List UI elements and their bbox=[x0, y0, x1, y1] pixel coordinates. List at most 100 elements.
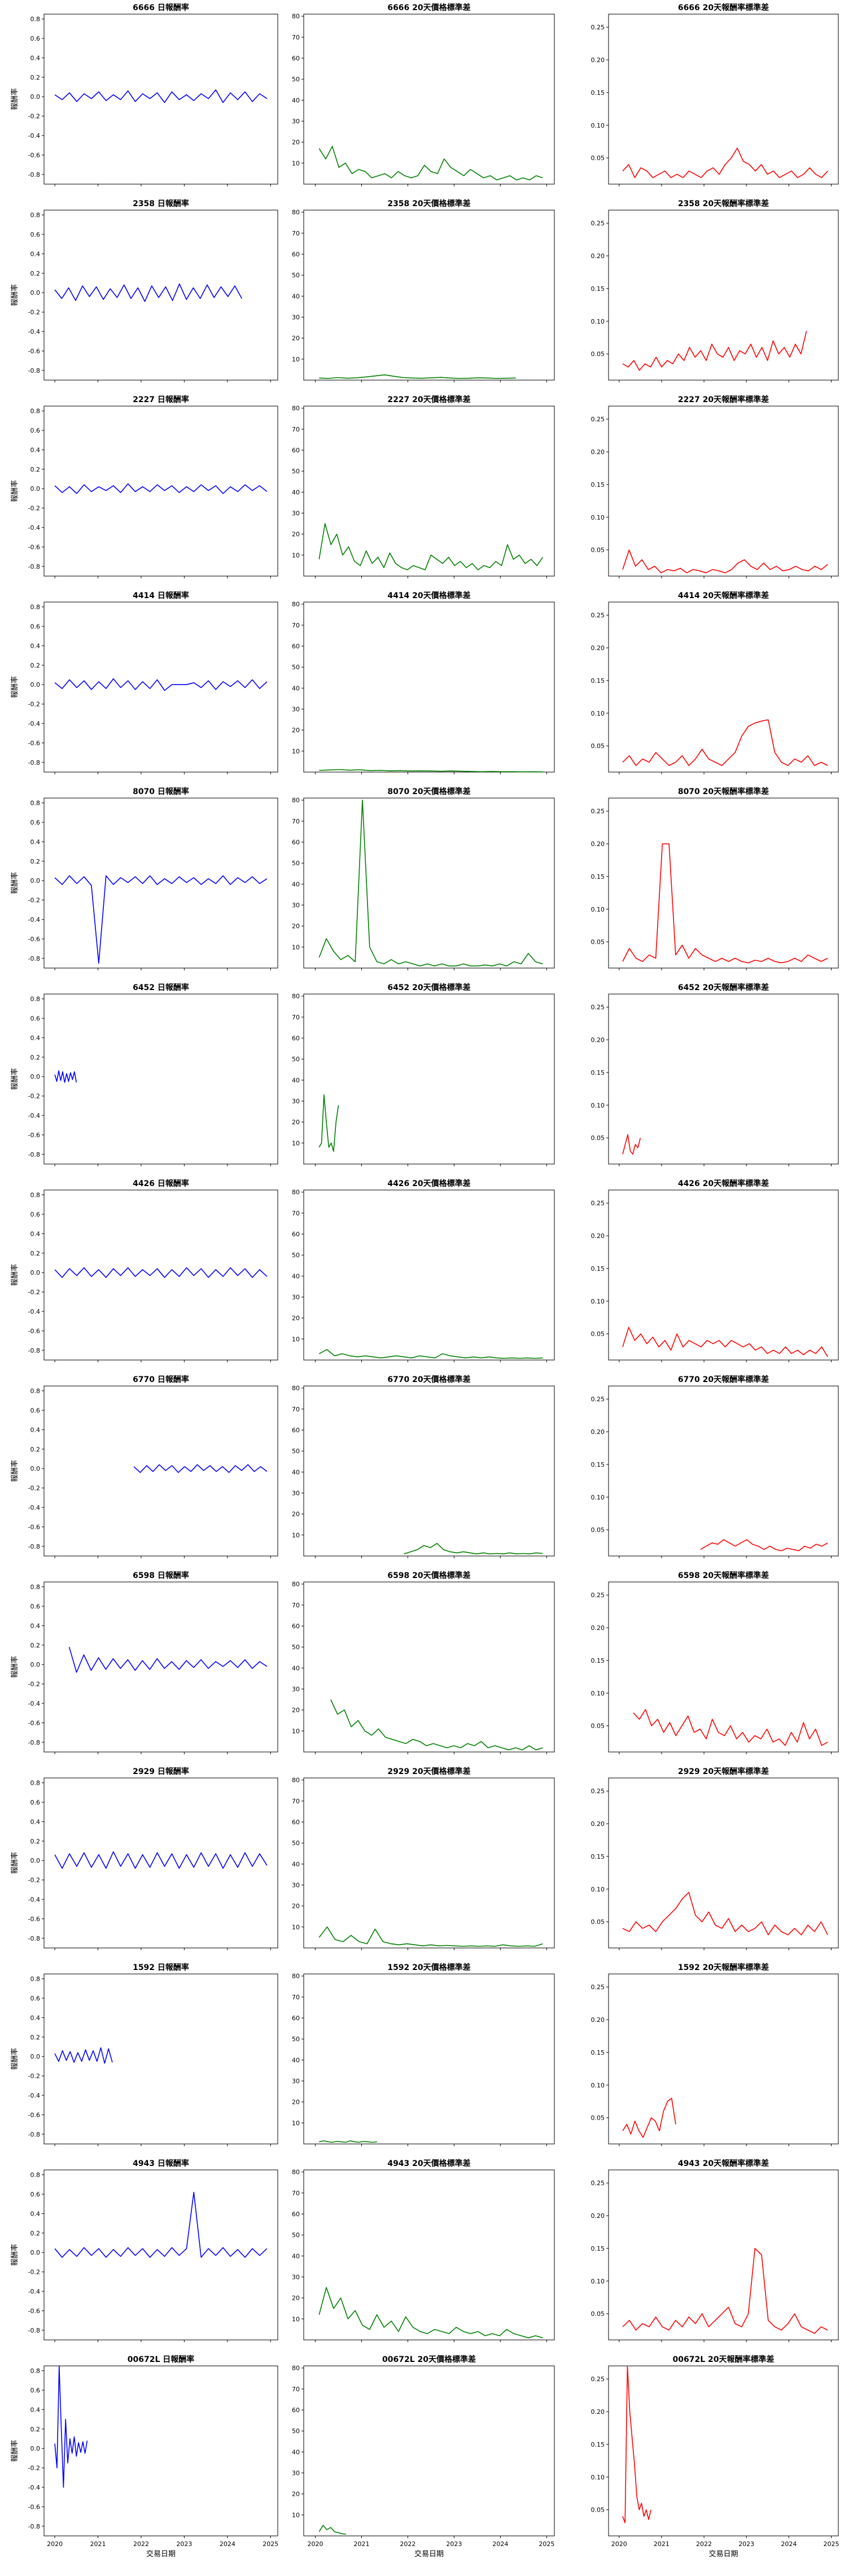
chart-6598-pstd-ytick-label: 20 bbox=[292, 1707, 300, 1714]
chart-4943-ret-ytick-label: -0.4 bbox=[28, 2288, 40, 2295]
chart-4414-ret: 4414 日報酬率 -0.8 -0.6 -0.4 -0.2 0.0 0.2 0.4 0.6 0.8… bbox=[10, 591, 278, 774]
chart-2929-rstd-ytick-label: 0.10 bbox=[591, 1886, 605, 1893]
chart-8070-ret: 8070 日報酬率 -0.8 -0.6 -0.4 -0.2 0.0 0.2 0.4 0.6 0.8… bbox=[10, 787, 278, 970]
chart-1592-rstd-ytick-label: 0.20 bbox=[591, 2016, 605, 2024]
chart-2227-rstd-ytick-label: 0.20 bbox=[591, 448, 605, 456]
chart-6598-pstd-ytick-label: 30 bbox=[292, 1686, 300, 1693]
chart-2227-ret-ylabel: 報酬率 bbox=[10, 480, 19, 502]
chart-6598-ret-ytick-label: -0.2 bbox=[28, 1681, 40, 1688]
chart-6770-rstd-title: 6770 20天報酬率標準差 bbox=[678, 1375, 769, 1384]
chart-6770-rstd: 6770 20天報酬率標準差 0.05 0.10 0.15 0.20 0.25 bbox=[591, 1375, 839, 1558]
chart-1592-rstd-series-line bbox=[622, 2098, 676, 2138]
chart-00672L-pstd-ytick-label: 10 bbox=[292, 2512, 300, 2519]
chart-8070-rstd-ytick-label: 0.20 bbox=[591, 840, 605, 848]
chart-00672L-ret-ylabel: 報酬率 bbox=[10, 2440, 19, 2462]
chart-6770-rstd-ytick-label: 0.25 bbox=[591, 1396, 605, 1403]
chart-00672L-rstd-xtick-label: 2021 bbox=[654, 2540, 670, 2548]
chart-6452-rstd-ytick-label: 0.20 bbox=[591, 1036, 605, 1044]
chart-2929-pstd-ytick-label: 40 bbox=[292, 1860, 300, 1868]
chart-4943-pstd-ytick-label: 10 bbox=[292, 2316, 300, 2323]
chart-6770-ret: 6770 日報酬率 -0.8 -0.6 -0.4 -0.2 0.0 0.2 0.4 0.6 0.8… bbox=[10, 1375, 278, 1558]
chart-4426-ret-ytick-label: 0.0 bbox=[30, 1269, 41, 1276]
chart-00672L-rstd-ytick-label: 0.20 bbox=[591, 2408, 605, 2416]
chart-2358-rstd-ytick-label: 0.15 bbox=[591, 285, 605, 293]
chart-2227-pstd-ytick-label: 70 bbox=[292, 426, 300, 433]
chart-2929-rstd-ytick-label: 0.15 bbox=[591, 1853, 605, 1860]
chart-4414-rstd-ytick-label: 0.25 bbox=[591, 612, 605, 619]
chart-6452-pstd-ytick-label: 10 bbox=[292, 1140, 300, 1147]
chart-2227-rstd-ytick-label: 0.10 bbox=[591, 514, 605, 521]
chart-6770-pstd-axes-frame bbox=[303, 1385, 555, 1557]
chart-6452-ret-ytick-label: -0.4 bbox=[28, 1112, 40, 1119]
chart-6452-rstd: 6452 20天報酬率標準差 0.05 0.10 0.15 0.20 0.25 bbox=[591, 983, 839, 1166]
chart-6666-pstd-ytick-label: 10 bbox=[292, 160, 300, 167]
chart-1592-ret-ytick-label: 0.4 bbox=[30, 2014, 41, 2021]
chart-1592-ret-ytick-label: 0.0 bbox=[30, 2053, 41, 2060]
chart-6598-ret-ytick-label: -0.6 bbox=[28, 1719, 40, 1727]
chart-6666-pstd-axes-frame bbox=[303, 14, 555, 185]
chart-2929-ret-series-line bbox=[54, 1851, 268, 1869]
chart-2358-ret-ytick-label: -0.2 bbox=[28, 309, 40, 316]
chart-4943-pstd-ytick-label: 50 bbox=[292, 2231, 300, 2239]
chart-6452-ret-series-line bbox=[54, 1070, 77, 1083]
chart-4414-pstd-ytick-label: 20 bbox=[292, 727, 300, 734]
chart-2358-pstd-title: 2358 20天價格標準差 bbox=[387, 199, 470, 208]
chart-6770-ret-ylabel: 報酬率 bbox=[10, 1460, 19, 1482]
chart-4426-rstd-ytick-label: 0.20 bbox=[591, 1232, 605, 1240]
chart-2227-pstd-ytick-label: 60 bbox=[292, 447, 300, 454]
chart-2929-pstd-axes-frame bbox=[303, 1777, 555, 1949]
chart-1592-rstd-ytick-label: 0.10 bbox=[591, 2082, 605, 2089]
chart-4414-ret-ytick-label: 0.4 bbox=[30, 642, 41, 650]
chart-1592-ret-axes-frame bbox=[43, 1973, 278, 2145]
chart-4426-pstd-ytick-label: 80 bbox=[292, 1189, 300, 1196]
chart-2227-ret-ytick-label: -0.8 bbox=[28, 563, 40, 570]
chart-6598-ret-ytick-label: 0.6 bbox=[30, 1603, 41, 1610]
chart-6452-ret-ytick-label: 0.6 bbox=[30, 1015, 41, 1022]
chart-4426-rstd: 4426 20天報酬率標準差 0.05 0.10 0.15 0.20 0.25 bbox=[591, 1179, 839, 1362]
chart-2358-ret-ytick-label: -0.8 bbox=[28, 367, 40, 374]
chart-4426-pstd-ytick-label: 30 bbox=[292, 1294, 300, 1301]
chart-6666-ret-ytick-label: 0.2 bbox=[30, 74, 41, 81]
chart-2929-rstd-ytick-label: 0.20 bbox=[591, 1820, 605, 1828]
chart-2929-ret-ytick-label: 0.2 bbox=[30, 1838, 41, 1845]
chart-6770-pstd-ytick-label: 20 bbox=[292, 1511, 300, 1518]
chart-2227-pstd-ytick-label: 50 bbox=[292, 468, 300, 475]
chart-6598-pstd-series-line bbox=[330, 1699, 543, 1751]
chart-2929-ret-ytick-label: 0.4 bbox=[30, 1818, 41, 1825]
chart-8070-pstd-ytick-label: 70 bbox=[292, 818, 300, 825]
chart-4426-ret-ytick-label: -0.2 bbox=[28, 1289, 40, 1296]
chart-4414-pstd-axes-frame bbox=[303, 601, 555, 773]
chart-4943-pstd-ytick-label: 30 bbox=[292, 2274, 300, 2281]
chart-8070-pstd-ytick-label: 40 bbox=[292, 881, 300, 888]
chart-4943-pstd-ytick-label: 40 bbox=[292, 2252, 300, 2260]
chart-00672L-ret-xtick-label: 2022 bbox=[133, 2540, 149, 2548]
chart-6666-ret-ytick-label: 0.4 bbox=[30, 54, 41, 62]
chart-6598-rstd-title: 6598 20天報酬率標準差 bbox=[678, 1571, 769, 1580]
chart-00672L-ret-xtick-label: 2020 bbox=[47, 2540, 63, 2548]
chart-00672L-rstd-title: 00672L 20天報酬率標準差 bbox=[673, 2355, 775, 2364]
chart-4943-ret-axes-frame bbox=[43, 2169, 278, 2340]
chart-8070-ret-ytick-label: -0.4 bbox=[28, 916, 40, 923]
chart-2929-ret-ytick-label: -0.6 bbox=[28, 1915, 40, 1923]
chart-2227-ret: 2227 日報酬率 -0.8 -0.6 -0.4 -0.2 0.0 0.2 0.4 0.6 0.8… bbox=[10, 395, 278, 578]
chart-2227-ret-ytick-label: -0.4 bbox=[28, 524, 40, 531]
chart-6770-ret-ytick-label: -0.2 bbox=[28, 1485, 40, 1492]
chart-6666-ret-title: 6666 日報酬率 bbox=[133, 3, 189, 12]
chart-00672L-rstd-xtick-label: 2020 bbox=[611, 2540, 627, 2548]
chart-6452-ret-ytick-label: 0.2 bbox=[30, 1054, 41, 1061]
chart-4426-pstd-ytick-label: 70 bbox=[292, 1210, 300, 1217]
chart-6770-rstd-ytick-label: 0.20 bbox=[591, 1428, 605, 1436]
chart-1592-ret-ytick-label: 0.2 bbox=[30, 2034, 41, 2041]
chart-6770-pstd-ytick-label: 40 bbox=[292, 1468, 300, 1476]
chart-2227-pstd-ytick-label: 40 bbox=[292, 489, 300, 496]
chart-00672L-pstd: 00672L 20天價格標準差 10 20 30 40 50 60 70 80 2020 2021 2… bbox=[292, 2355, 555, 2558]
chart-4426-rstd-title: 4426 20天報酬率標準差 bbox=[678, 1179, 769, 1188]
chart-6598-ret-ytick-label: 0.4 bbox=[30, 1622, 41, 1629]
chart-2929-pstd-series-line bbox=[318, 1926, 543, 1947]
chart-6666-ret-ytick-label: 0.0 bbox=[30, 93, 41, 101]
chart-1592-pstd-ytick-label: 50 bbox=[292, 2035, 300, 2043]
chart-4426-ret-series-line bbox=[54, 1267, 268, 1278]
chart-4426-ret-ytick-label: 0.8 bbox=[30, 1192, 41, 1199]
chart-6598-ret-ytick-label: 0.2 bbox=[30, 1642, 41, 1649]
chart-2358-rstd-ytick-label: 0.20 bbox=[591, 252, 605, 260]
